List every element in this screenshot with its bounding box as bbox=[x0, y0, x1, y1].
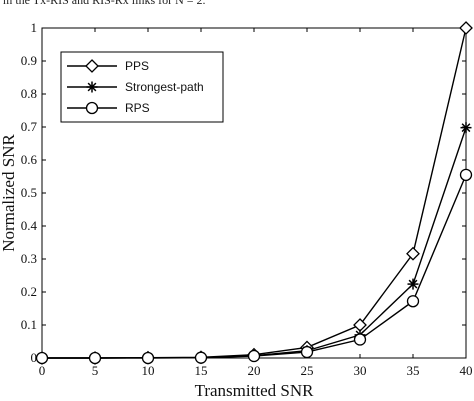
data-point bbox=[194, 351, 208, 364]
legend-entry: RPS bbox=[67, 101, 150, 115]
axis-ticks: 0 5 10 15 20 25 30 35 40 0 0.1 0.2 0.3 0.4 0.5 0.6 0.7 0.… bbox=[21, 20, 473, 378]
y-tick-label: 0.6 bbox=[21, 152, 38, 167]
x-tick-label: 20 bbox=[248, 363, 261, 378]
y-tick-label: 0.4 bbox=[21, 218, 38, 233]
y-tick-label: 0.5 bbox=[21, 185, 37, 200]
x-tick-label: 40 bbox=[460, 363, 473, 378]
series-line bbox=[42, 127, 467, 359]
data-point bbox=[247, 349, 261, 363]
legend-marker bbox=[85, 59, 99, 73]
x-tick-label: 15 bbox=[195, 363, 208, 378]
x-tick-label: 0 bbox=[39, 363, 46, 378]
x-tick-label: 30 bbox=[354, 363, 367, 378]
legend-label: PPS bbox=[125, 59, 149, 73]
figure-caption-fragment: m the Tx-RIS and RIS-Rx links for N = 2. bbox=[3, 0, 206, 7]
legend: PPS Strongest-path RPS bbox=[60, 51, 224, 123]
data-point bbox=[407, 278, 419, 290]
legend-marker bbox=[86, 81, 98, 93]
y-axis-label: Normalized SNR bbox=[0, 134, 18, 252]
data-point bbox=[459, 168, 473, 182]
data-point bbox=[353, 333, 367, 346]
y-tick-label: 0.3 bbox=[21, 251, 37, 266]
legend-label: RPS bbox=[125, 101, 150, 115]
x-axis-label: Transmitted SNR bbox=[195, 381, 315, 400]
data-point bbox=[460, 122, 472, 134]
y-tick-label: 0.8 bbox=[21, 86, 37, 101]
data-point bbox=[406, 246, 420, 261]
legend-entry: PPS bbox=[67, 59, 149, 73]
data-point bbox=[88, 351, 102, 365]
y-tick-label: 0 bbox=[31, 350, 38, 365]
legend-entry: Strongest-path bbox=[67, 80, 204, 94]
data-point bbox=[406, 295, 420, 308]
series-strongest-path bbox=[36, 122, 472, 364]
series-layer bbox=[35, 21, 473, 365]
y-tick-label: 0.9 bbox=[21, 53, 37, 68]
y-tick-label: 0.7 bbox=[21, 119, 38, 134]
data-point bbox=[35, 351, 49, 365]
x-tick-label: 10 bbox=[142, 363, 155, 378]
data-point bbox=[353, 318, 367, 332]
data-point bbox=[459, 21, 473, 35]
series-line bbox=[42, 174, 467, 359]
x-tick-label: 35 bbox=[407, 363, 420, 378]
legend-label: Strongest-path bbox=[125, 80, 204, 94]
y-tick-label: 0.1 bbox=[21, 317, 37, 332]
x-tick-label: 25 bbox=[301, 363, 314, 378]
y-tick-label: 0.2 bbox=[21, 284, 37, 299]
series-rps bbox=[35, 168, 473, 365]
x-tick-label: 5 bbox=[92, 363, 99, 378]
y-tick-label: 1 bbox=[31, 20, 38, 35]
data-point bbox=[300, 345, 314, 359]
data-point bbox=[141, 351, 155, 365]
legend-marker bbox=[85, 101, 99, 115]
